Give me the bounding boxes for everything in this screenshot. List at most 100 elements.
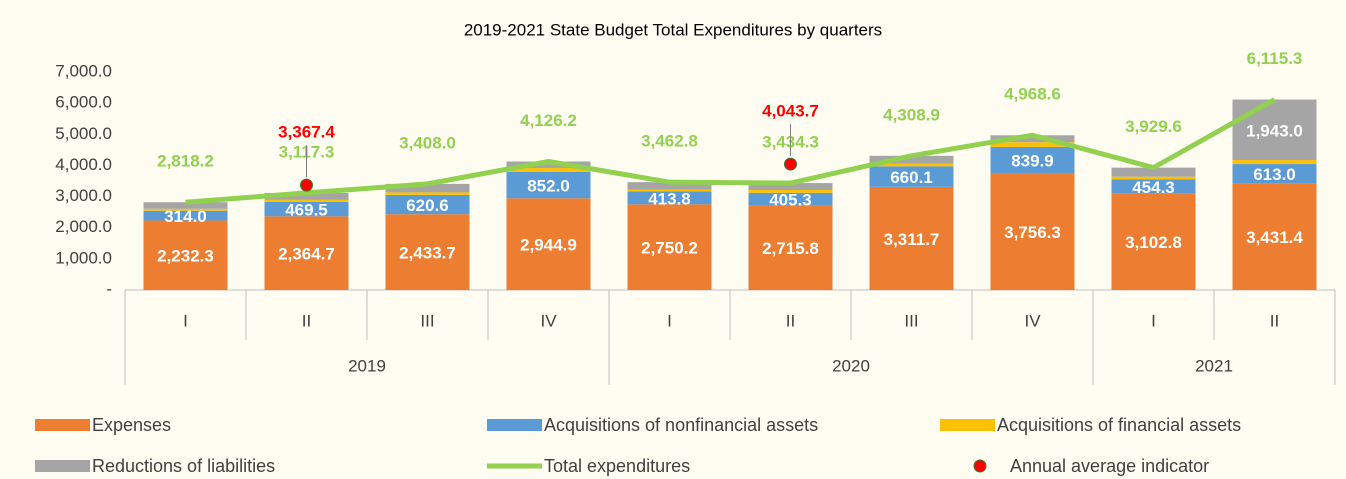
y-tick-label: 2,000.0 [55, 217, 112, 236]
bar-segment [748, 183, 833, 190]
bar-segment [1111, 176, 1196, 180]
bar-segment [1111, 167, 1196, 177]
legend-swatch [940, 419, 995, 431]
bar-segment [990, 173, 1075, 290]
data-label: 2,433.7 [399, 244, 456, 263]
bar-segment [748, 192, 833, 206]
bar-segment [869, 186, 954, 290]
bar-segment [506, 198, 591, 290]
data-label: 314.0 [164, 207, 207, 226]
data-label: 4,308.9 [883, 105, 940, 124]
bar-segment [627, 182, 712, 190]
bar-segment [627, 189, 712, 192]
bar-segment [385, 194, 470, 215]
bar-segment [627, 191, 712, 205]
data-label: 3,311.7 [884, 230, 940, 249]
bar-segment [869, 155, 954, 164]
bar-segment [1232, 183, 1317, 290]
data-label: 4,043.7 [762, 102, 819, 121]
y-tick-label: 7,000.0 [55, 61, 112, 80]
legend-swatch [487, 419, 542, 431]
data-label: 2,818.2 [157, 152, 214, 171]
data-label: 3,929.6 [1125, 117, 1182, 136]
bar-segment [990, 142, 1075, 147]
bar-segment [506, 161, 591, 169]
bar-segment [1111, 179, 1196, 194]
bar-segment [869, 163, 954, 167]
legend-swatch [35, 419, 90, 431]
data-label: 4,126.2 [520, 111, 577, 130]
x-tick-label: I [667, 311, 672, 330]
x-tick-label: II [1270, 311, 1279, 330]
legend-label: Acquisitions of nonfinancial assets [544, 415, 818, 435]
data-label: 469.5 [285, 201, 328, 220]
legend-label: Reductions of liabilities [92, 456, 275, 476]
bar-segment [385, 183, 470, 193]
legend-label: Annual average indicator [1010, 456, 1209, 476]
bar-segment [990, 135, 1075, 143]
y-tick-label: 4,000.0 [55, 155, 112, 174]
bar-segment [385, 214, 470, 290]
y-tick-label: - [106, 279, 112, 298]
data-label: 613.0 [1253, 165, 1296, 184]
legend-label: Expenses [92, 415, 171, 435]
x-tick-label: I [1151, 311, 1156, 330]
y-tick-label: 5,000.0 [55, 124, 112, 143]
x-tick-label: II [786, 311, 795, 330]
x-tick-label: III [420, 311, 434, 330]
bar-segment [264, 201, 349, 217]
legend-label: Total expenditures [544, 456, 690, 476]
bar-segment [990, 146, 1075, 174]
data-label: 1,943.0 [1246, 121, 1303, 140]
group-label: 2021 [1195, 356, 1233, 375]
data-label: 852.0 [527, 177, 570, 196]
chart-title: 2019-2021 State Budget Total Expenditure… [464, 20, 882, 39]
bar-segment [506, 171, 591, 199]
bar-segment [385, 192, 470, 195]
bar-segment [506, 168, 591, 172]
group-label: 2020 [832, 356, 870, 375]
data-label: 3,462.8 [641, 132, 698, 151]
bar-segment [1232, 164, 1317, 184]
bar-segment [143, 202, 228, 209]
legend-swatch [973, 459, 987, 473]
x-tick-label: III [904, 311, 918, 330]
legend-swatch [35, 460, 90, 472]
data-label: 3,408.0 [399, 133, 456, 152]
data-label: 6,115.3 [1247, 49, 1303, 68]
data-label: 660.1 [890, 168, 933, 187]
y-tick-label: 6,000.0 [55, 93, 112, 112]
bar-segment [143, 208, 228, 211]
data-label: 4,968.6 [1004, 85, 1061, 104]
average-dot [300, 178, 313, 192]
bar-segment [143, 220, 228, 290]
bar-segment [1111, 193, 1196, 290]
y-tick-label: 3,000.0 [55, 186, 112, 205]
bar-segment [1232, 160, 1317, 165]
x-tick-label: IV [540, 311, 557, 330]
data-label: 3,102.8 [1125, 233, 1182, 252]
data-label: 2,232.3 [157, 247, 214, 266]
average-dot [784, 157, 797, 171]
data-label: 3,367.4 [278, 123, 335, 142]
data-label: 3,431.4 [1246, 228, 1303, 247]
bar-segment [143, 210, 228, 221]
bar-segment [748, 189, 833, 193]
y-tick-label: 1,000.0 [55, 248, 112, 267]
total-line [185, 97, 1276, 205]
x-tick-label: IV [1024, 311, 1041, 330]
bar-segment [869, 166, 954, 187]
data-label: 405.3 [769, 191, 812, 210]
bar-segment [748, 205, 833, 290]
data-label: 2,944.9 [520, 236, 577, 255]
data-label: 454.3 [1132, 178, 1175, 197]
data-label: 3,756.3 [1004, 223, 1061, 242]
bar-segment [264, 216, 349, 290]
bar-segment [1232, 99, 1317, 161]
bar-segment [627, 204, 712, 290]
data-label: 620.6 [406, 196, 449, 215]
data-label: 2,364.7 [278, 245, 335, 264]
data-label: 839.9 [1011, 151, 1054, 170]
legend-label: Acquisitions of financial assets [997, 415, 1241, 435]
